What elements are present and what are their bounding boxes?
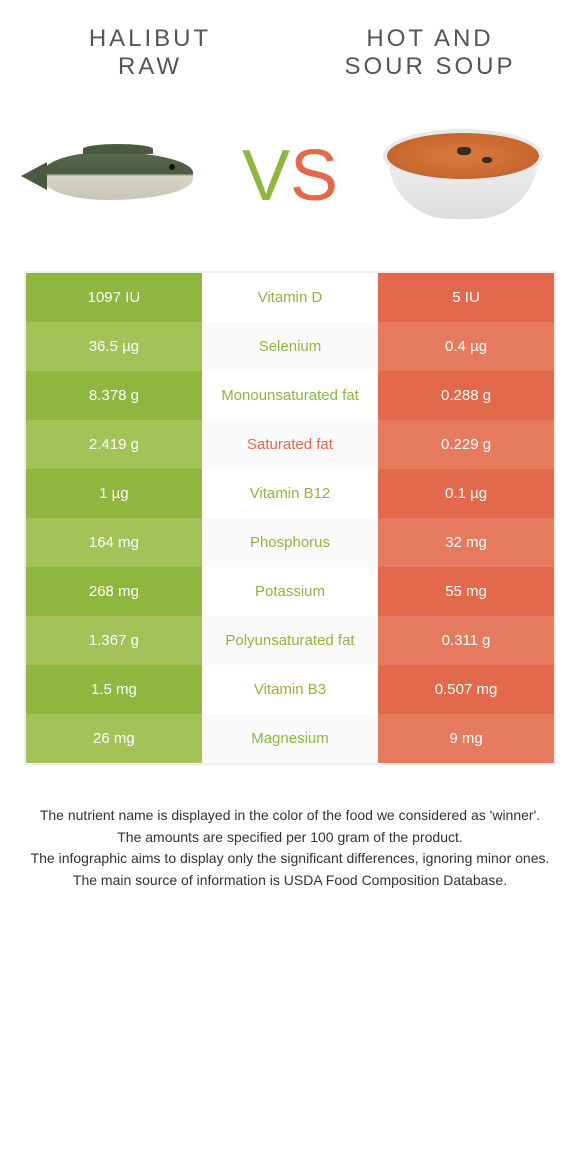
right-value: 0.311 g bbox=[378, 616, 554, 665]
nutrient-name: Potassium bbox=[202, 567, 378, 616]
left-value: 26 mg bbox=[26, 714, 202, 763]
fish-icon bbox=[43, 152, 193, 200]
left-title-line2: RAW bbox=[40, 53, 260, 81]
left-value: 1097 IU bbox=[26, 273, 202, 322]
table-row: 1097 IUVitamin D5 IU bbox=[26, 273, 554, 322]
vs-row: VS bbox=[0, 91, 580, 271]
left-value: 8.378 g bbox=[26, 371, 202, 420]
right-value: 32 mg bbox=[378, 518, 554, 567]
table-row: 1.367 gPolyunsaturated fat0.311 g bbox=[26, 616, 554, 665]
left-value: 1.367 g bbox=[26, 616, 202, 665]
nutrient-name: Magnesium bbox=[202, 714, 378, 763]
table-row: 164 mgPhosphorus32 mg bbox=[26, 518, 554, 567]
left-food-title: HALIBUT RAW bbox=[40, 25, 260, 81]
nutrient-name: Monounsaturated fat bbox=[202, 371, 378, 420]
left-value: 36.5 µg bbox=[26, 322, 202, 371]
table-row: 2.419 gSaturated fat0.229 g bbox=[26, 420, 554, 469]
right-value: 9 mg bbox=[378, 714, 554, 763]
right-value: 0.1 µg bbox=[378, 469, 554, 518]
right-value: 0.288 g bbox=[378, 371, 554, 420]
left-food-image bbox=[30, 111, 205, 241]
footer-line3: The infographic aims to display only the… bbox=[30, 848, 550, 870]
nutrient-name: Polyunsaturated fat bbox=[202, 616, 378, 665]
right-value: 0.229 g bbox=[378, 420, 554, 469]
nutrient-name: Vitamin B3 bbox=[202, 665, 378, 714]
nutrient-name: Saturated fat bbox=[202, 420, 378, 469]
table-row: 26 mgMagnesium9 mg bbox=[26, 714, 554, 763]
nutrient-name: Vitamin B12 bbox=[202, 469, 378, 518]
header: HALIBUT RAW HOT AND SOUR SOUP bbox=[0, 0, 580, 91]
table-row: 8.378 gMonounsaturated fat0.288 g bbox=[26, 371, 554, 420]
right-title-line2: SOUR SOUP bbox=[320, 53, 540, 81]
left-value: 1 µg bbox=[26, 469, 202, 518]
vs-v: V bbox=[242, 135, 290, 217]
footer-line4: The main source of information is USDA F… bbox=[30, 870, 550, 892]
left-value: 268 mg bbox=[26, 567, 202, 616]
table-row: 1.5 mgVitamin B30.507 mg bbox=[26, 665, 554, 714]
nutrient-name: Vitamin D bbox=[202, 273, 378, 322]
footer-line1: The nutrient name is displayed in the co… bbox=[30, 805, 550, 827]
footer-line2: The amounts are specified per 100 gram o… bbox=[30, 827, 550, 849]
table-row: 1 µgVitamin B120.1 µg bbox=[26, 469, 554, 518]
left-value: 164 mg bbox=[26, 518, 202, 567]
right-title-line1: HOT AND bbox=[320, 25, 540, 53]
right-food-title: HOT AND SOUR SOUP bbox=[320, 25, 540, 81]
right-food-image bbox=[375, 111, 550, 241]
table-row: 36.5 µgSelenium0.4 µg bbox=[26, 322, 554, 371]
vs-label: VS bbox=[242, 135, 338, 217]
table-row: 268 mgPotassium55 mg bbox=[26, 567, 554, 616]
soup-icon bbox=[383, 129, 543, 224]
nutrient-name: Selenium bbox=[202, 322, 378, 371]
left-title-line1: HALIBUT bbox=[40, 25, 260, 53]
vs-s: S bbox=[290, 135, 338, 217]
nutrient-name: Phosphorus bbox=[202, 518, 378, 567]
right-value: 0.4 µg bbox=[378, 322, 554, 371]
right-value: 0.507 mg bbox=[378, 665, 554, 714]
left-value: 1.5 mg bbox=[26, 665, 202, 714]
comparison-table: 1097 IUVitamin D5 IU36.5 µgSelenium0.4 µ… bbox=[24, 271, 556, 765]
right-value: 55 mg bbox=[378, 567, 554, 616]
left-value: 2.419 g bbox=[26, 420, 202, 469]
right-value: 5 IU bbox=[378, 273, 554, 322]
footer-notes: The nutrient name is displayed in the co… bbox=[0, 765, 580, 892]
